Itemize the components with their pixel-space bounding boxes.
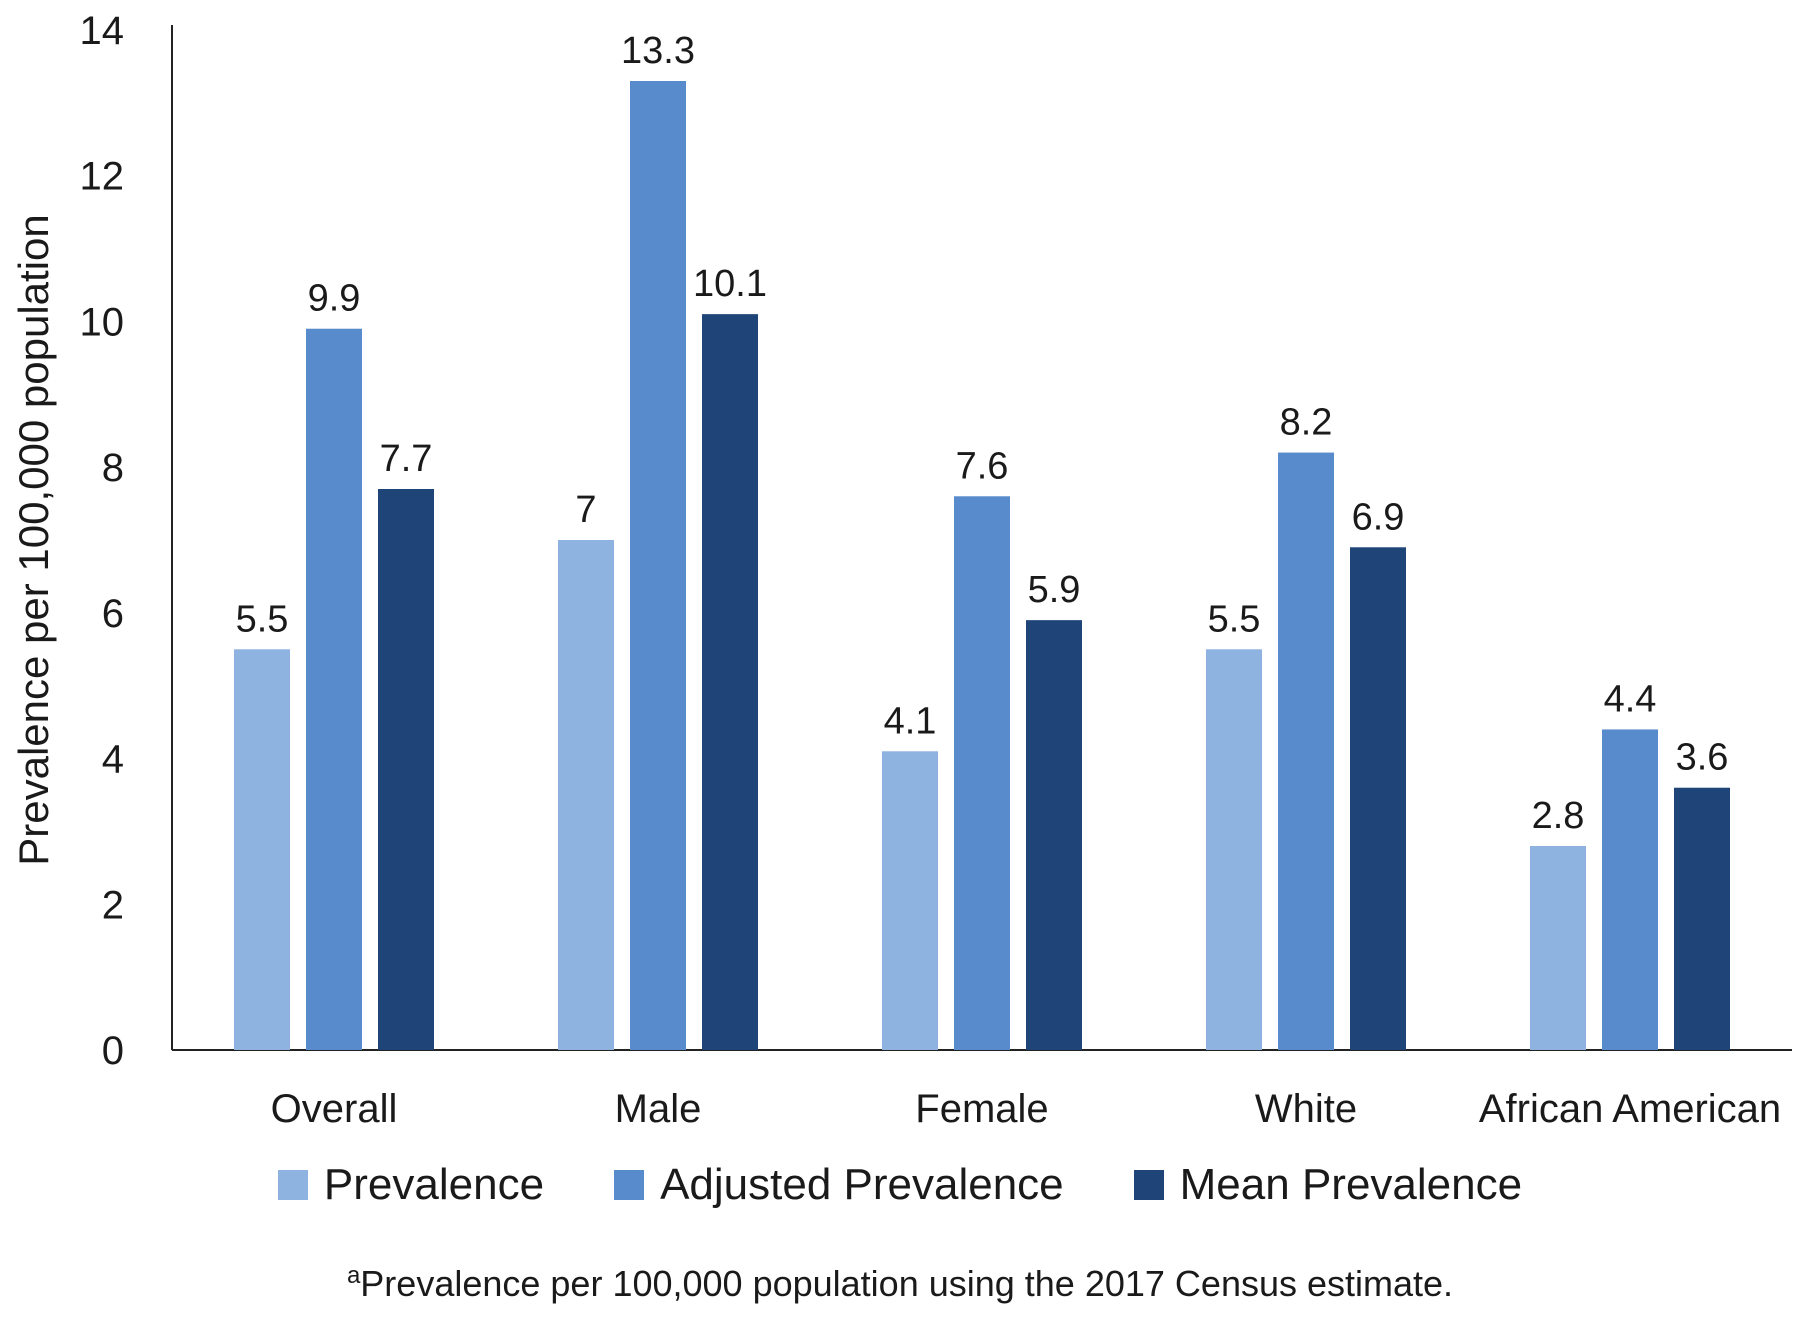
legend-label-prevalence: Prevalence xyxy=(323,1160,545,1209)
y-tick-label: 12 xyxy=(80,155,125,199)
bar-prevalence xyxy=(882,751,938,1050)
legend-swatch-mean-prevalence xyxy=(1133,1170,1164,1200)
legend-swatch-prevalence xyxy=(277,1170,308,1200)
footnote-marker: a xyxy=(346,1262,361,1289)
bar-adjusted-prevalence xyxy=(630,81,686,1050)
bar-adjusted-prevalence xyxy=(1278,452,1334,1051)
data-label-mean-prevalence: 5.9 xyxy=(1028,569,1081,611)
bar-prevalence xyxy=(558,540,614,1050)
bar-mean-prevalence xyxy=(1674,787,1730,1050)
legend-label-mean-prevalence: Mean Prevalence xyxy=(1179,1160,1523,1209)
data-label-prevalence: 7 xyxy=(575,489,596,531)
bar-prevalence xyxy=(1530,846,1586,1050)
footnote-text: Prevalence per 100,000 population using … xyxy=(360,1263,1454,1304)
data-label-adjusted-prevalence: 7.6 xyxy=(956,445,1009,487)
bar-prevalence xyxy=(1206,649,1262,1050)
data-label-prevalence: 2.8 xyxy=(1532,795,1585,837)
data-label-mean-prevalence: 3.6 xyxy=(1676,737,1729,779)
y-tick-label: 8 xyxy=(102,446,124,490)
data-label-adjusted-prevalence: 4.4 xyxy=(1604,678,1657,720)
legend-label-adjusted-prevalence: Adjusted Prevalence xyxy=(660,1160,1064,1209)
footnote: aPrevalence per 100,000 population using… xyxy=(0,1262,1800,1305)
x-category-label: Male xyxy=(615,1087,702,1131)
bar-mean-prevalence xyxy=(378,489,434,1050)
data-label-mean-prevalence: 10.1 xyxy=(693,263,767,305)
y-tick-label: 0 xyxy=(102,1029,124,1073)
data-label-adjusted-prevalence: 8.2 xyxy=(1280,402,1333,444)
x-category-label: Female xyxy=(915,1087,1048,1131)
x-category-label: White xyxy=(1255,1087,1357,1131)
data-label-mean-prevalence: 7.7 xyxy=(380,438,433,480)
legend-item-mean-prevalence: Mean Prevalence xyxy=(1133,1160,1523,1210)
bar-adjusted-prevalence xyxy=(1602,729,1658,1050)
x-category-label: African American xyxy=(1479,1087,1781,1131)
data-label-prevalence: 4.1 xyxy=(884,700,937,742)
bar-adjusted-prevalence xyxy=(306,328,362,1050)
legend-swatch-adjusted-prevalence xyxy=(614,1170,645,1200)
y-tick-label: 6 xyxy=(102,592,124,636)
bar-prevalence xyxy=(234,649,290,1050)
data-label-mean-prevalence: 6.9 xyxy=(1352,496,1405,538)
data-label-prevalence: 5.5 xyxy=(1208,598,1261,640)
bar-mean-prevalence xyxy=(1350,547,1406,1050)
bar-mean-prevalence xyxy=(702,314,758,1051)
data-label-prevalence: 5.5 xyxy=(236,598,289,640)
y-tick-label: 2 xyxy=(102,883,124,927)
data-label-adjusted-prevalence: 9.9 xyxy=(308,278,361,320)
legend-item-adjusted-prevalence: Adjusted Prevalence xyxy=(614,1160,1064,1210)
y-tick-label: 14 xyxy=(80,9,125,53)
y-tick-label: 10 xyxy=(80,300,125,344)
legend: Prevalence Adjusted Prevalence Mean Prev… xyxy=(0,1160,1800,1210)
bar-adjusted-prevalence xyxy=(954,496,1010,1050)
legend-item-prevalence: Prevalence xyxy=(277,1160,545,1210)
y-tick-label: 4 xyxy=(102,738,124,782)
y-axis-title: Prevalence per 100,000 population xyxy=(10,214,57,866)
bar-mean-prevalence xyxy=(1026,620,1082,1050)
x-category-label: Overall xyxy=(271,1087,398,1131)
bar-chart: 0 2 4 6 8 10 12 14 Prevalence per 100,000 popula… xyxy=(10,9,1792,1131)
data-label-adjusted-prevalence: 13.3 xyxy=(621,30,695,72)
